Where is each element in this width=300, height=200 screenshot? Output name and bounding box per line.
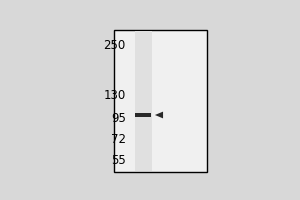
Text: 250: 250 [103, 39, 126, 52]
Polygon shape [155, 112, 163, 118]
Bar [135, 113, 152, 117]
Text: 95: 95 [111, 112, 126, 125]
Text: 55: 55 [111, 154, 126, 167]
Bar [135, 31, 152, 171]
Text: 72: 72 [111, 133, 126, 146]
Bar [114, 30, 207, 172]
Text: 130: 130 [103, 89, 126, 102]
